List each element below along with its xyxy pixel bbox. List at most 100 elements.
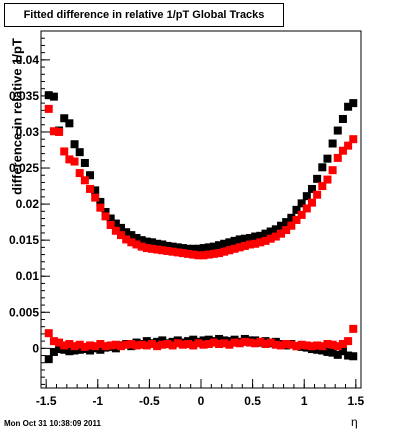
data-point-series-1 <box>75 148 84 157</box>
data-point-series-1 <box>153 239 162 248</box>
data-point-series-3 <box>142 337 151 346</box>
data-point-series-3 <box>333 350 342 359</box>
data-point-series-3 <box>158 336 167 345</box>
data-point-series-4 <box>137 340 146 349</box>
data-point-series-2 <box>158 246 167 255</box>
data-point-series-2 <box>318 182 327 191</box>
data-point-series-1 <box>328 139 337 148</box>
data-point-series-1 <box>297 199 306 208</box>
data-point-series-1 <box>282 218 291 227</box>
data-point-series-2 <box>127 238 136 247</box>
data-point-series-1 <box>189 244 198 253</box>
data-point-series-2 <box>163 246 172 255</box>
data-point-series-1 <box>168 242 177 251</box>
data-point-series-1 <box>117 223 125 232</box>
data-point-series-4 <box>220 339 229 348</box>
data-point-series-4 <box>127 340 136 349</box>
data-point-series-4 <box>60 341 69 350</box>
data-point-series-4 <box>65 340 74 349</box>
timestamp-footer: Mon Oct 31 10:38:09 2011 <box>4 419 101 428</box>
data-point-series-3 <box>60 345 69 354</box>
x-tick-label: -0.5 <box>139 394 160 408</box>
data-point-series-1 <box>225 238 234 247</box>
data-point-series-4 <box>240 337 249 346</box>
x-tick-label: -1.5 <box>36 394 57 408</box>
chart-title: Fitted difference in relative 1/pT Globa… <box>4 3 284 27</box>
y-axis-label: difference in relative 1/pT <box>9 38 25 195</box>
y-tick-label: 0.03 <box>16 125 40 139</box>
data-point-series-2 <box>44 104 53 113</box>
data-point-series-3 <box>55 345 64 354</box>
data-point-series-4 <box>251 339 260 348</box>
data-point-series-2 <box>333 153 342 162</box>
data-point-series-3 <box>75 345 84 354</box>
data-point-series-4 <box>153 342 162 351</box>
data-point-series-4 <box>261 340 270 349</box>
data-point-series-3 <box>338 347 347 356</box>
data-point-series-2 <box>96 203 105 212</box>
x-tick-label: 1.5 <box>347 394 364 408</box>
data-point-series-2 <box>132 240 141 249</box>
y-tick-label: 0.04 <box>16 53 40 67</box>
data-point-series-4 <box>101 342 110 351</box>
data-point-series-2 <box>204 250 213 259</box>
data-point-series-2 <box>106 221 115 230</box>
data-point-series-2 <box>153 245 162 254</box>
data-point-series-4 <box>132 341 141 350</box>
data-point-series-1 <box>111 219 120 228</box>
data-point-series-3 <box>49 347 58 356</box>
data-point-series-4 <box>80 342 89 351</box>
data-point-series-1 <box>235 235 244 244</box>
data-point-series-2 <box>101 212 110 221</box>
y-tick-label: 0.02 <box>16 197 40 211</box>
data-point-series-2 <box>271 232 280 241</box>
data-point-series-4 <box>142 341 151 350</box>
data-point-series-2 <box>70 157 79 166</box>
data-point-series-1 <box>246 233 255 242</box>
data-point-series-1 <box>292 205 301 214</box>
data-point-series-1 <box>127 231 136 240</box>
data-point-series-1 <box>86 171 95 180</box>
data-point-series-2 <box>344 141 353 150</box>
data-point-series-4 <box>225 340 234 349</box>
data-point-series-2 <box>147 244 156 253</box>
data-point-series-1 <box>323 154 332 163</box>
data-point-series-4 <box>297 340 306 349</box>
data-point-series-2 <box>297 210 306 219</box>
data-point-series-2 <box>292 215 301 224</box>
data-point-series-1 <box>60 114 69 123</box>
data-point-series-4 <box>96 340 105 349</box>
data-point-series-4 <box>338 340 347 349</box>
data-point-series-2 <box>168 247 177 256</box>
data-point-series-1 <box>49 92 58 101</box>
data-point-series-4 <box>333 342 342 351</box>
x-tick-label: -1 <box>92 394 103 408</box>
data-point-series-1 <box>106 214 115 223</box>
data-point-series-1 <box>178 244 187 253</box>
data-point-series-4 <box>178 340 187 349</box>
data-point-series-1 <box>96 197 105 206</box>
data-point-series-2 <box>75 169 84 178</box>
data-point-series-1 <box>349 99 358 108</box>
data-point-series-4 <box>246 338 255 347</box>
data-point-series-1 <box>163 241 172 250</box>
data-point-series-4 <box>215 340 224 349</box>
data-point-series-1 <box>318 163 327 172</box>
data-point-series-1 <box>240 234 249 243</box>
data-point-series-4 <box>292 342 301 351</box>
y-tick-label: 0.01 <box>16 269 40 283</box>
data-point-series-2 <box>251 239 260 248</box>
data-point-series-4 <box>307 342 316 351</box>
data-point-series-3 <box>44 355 53 364</box>
data-point-series-2 <box>338 146 347 155</box>
data-point-series-3 <box>86 346 95 355</box>
data-point-series-1 <box>251 232 260 241</box>
data-point-series-3 <box>344 351 353 360</box>
y-tick-label: 0 <box>32 341 39 355</box>
data-point-series-1 <box>256 231 265 240</box>
data-point-series-1 <box>266 227 275 236</box>
data-point-series-4 <box>106 341 115 350</box>
data-point-series-1 <box>313 174 322 183</box>
data-point-series-4 <box>209 338 218 347</box>
